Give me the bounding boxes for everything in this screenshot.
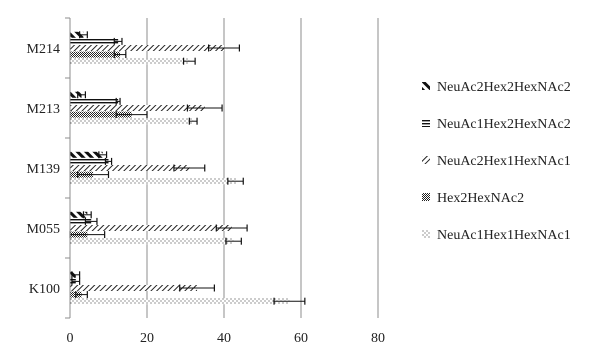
bar-m139-neuac1hex2hexnac2 (70, 158, 109, 165)
bar-m213-hex2hexnac2 (70, 111, 132, 118)
legend-label: Hex2HexNAc2 (437, 191, 524, 206)
x-tick-label: 40 (217, 331, 231, 346)
bar-k100-neuac2hex1hexnac1 (70, 285, 198, 291)
bar-m139-neuac1hex1hexnac1 (70, 178, 236, 185)
y-tick-label: M055 (27, 222, 60, 237)
legend-label: NeuAc2Hex1HexNAc1 (437, 154, 571, 169)
y-tick-label: M214 (27, 42, 60, 57)
x-tick-label: 0 (67, 331, 74, 346)
y-tick-label: K100 (29, 282, 60, 297)
legend-swatch (422, 230, 430, 238)
legend-swatch (422, 156, 430, 164)
bar-m213-neuac2hex2hexnac2 (70, 91, 82, 98)
bar-k100-neuac1hex1hexnac1 (70, 298, 290, 305)
bar-m214-hex2hexnac2 (70, 51, 121, 58)
bar-m213-neuac2hex1hexnac1 (70, 105, 205, 111)
legend-swatch (422, 193, 430, 201)
legend-label: NeuAc1Hex2HexNAc2 (437, 117, 571, 132)
y-tick-label: M139 (27, 162, 60, 177)
x-tick-label: 60 (294, 331, 308, 346)
x-tick-label: 20 (140, 331, 154, 346)
legend: NeuAc2Hex2HexNAc2 NeuAc1Hex2HexNAc2 NeuAc2… (422, 80, 571, 243)
bars (69, 31, 306, 305)
bar-m055-neuac1hex1hexnac1 (70, 238, 234, 245)
bar-m055-neuac2hex2hexnac2 (70, 211, 88, 218)
bar-m139-neuac2hex2hexnac2 (70, 151, 103, 158)
bar-m213-neuac1hex2hexnac2 (70, 98, 119, 105)
y-tick-label: M213 (27, 102, 60, 117)
bar-m214-neuac1hex1hexnac1 (70, 58, 190, 65)
legend-swatch (422, 119, 430, 127)
bar-m055-neuac2hex1hexnac1 (70, 225, 232, 231)
legend-label: NeuAc2Hex2HexNAc2 (437, 80, 571, 95)
axes: 0 20 40 60 80 K100 M055 M139 M213 M214 (27, 17, 385, 346)
bar-m055-neuac1hex2hexnac2 (70, 218, 92, 225)
bar-m214-neuac2hex1hexnac1 (70, 45, 224, 51)
bar-m139-neuac2hex1hexnac1 (70, 165, 190, 171)
bar-m213-neuac1hex1hexnac1 (70, 118, 194, 125)
bar-m214-neuac2hex2hexnac2 (70, 31, 84, 38)
legend-label: NeuAc1Hex1HexNAc1 (437, 228, 571, 243)
x-tick-label: 80 (371, 331, 385, 346)
legend-swatch (422, 82, 430, 90)
bar-m214-neuac1hex2hexnac2 (70, 38, 119, 45)
